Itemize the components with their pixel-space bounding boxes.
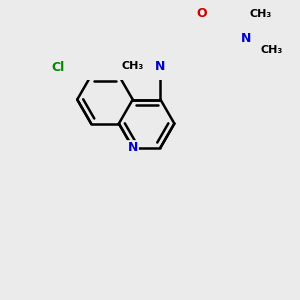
Text: CH₃: CH₃ bbox=[122, 61, 144, 71]
Text: N: N bbox=[155, 60, 166, 73]
Text: Cl: Cl bbox=[51, 61, 64, 74]
Text: CH₃: CH₃ bbox=[249, 8, 272, 19]
Text: O: O bbox=[197, 7, 207, 20]
Text: N: N bbox=[241, 32, 252, 45]
Text: N: N bbox=[128, 141, 138, 154]
Text: CH₃: CH₃ bbox=[260, 45, 283, 55]
